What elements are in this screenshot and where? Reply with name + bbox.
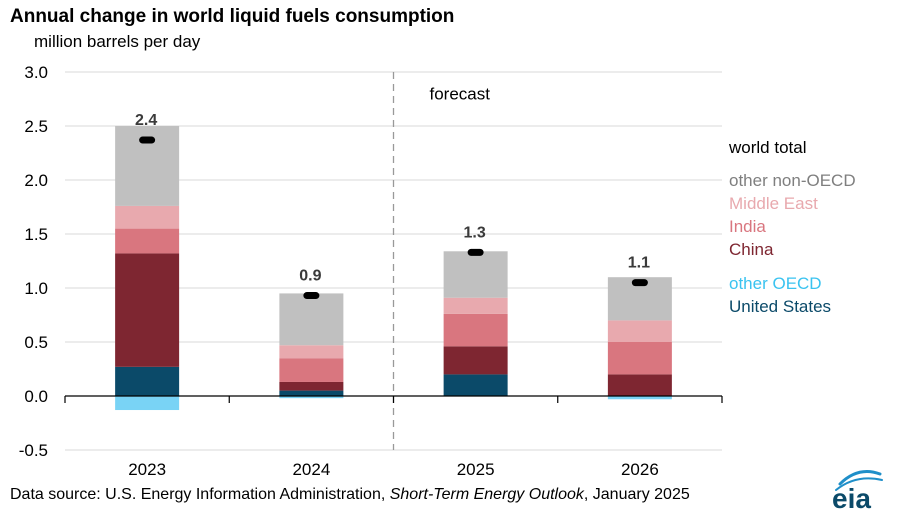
y-tick-label: 2.0 — [24, 171, 48, 190]
world-total-marker — [139, 136, 156, 144]
legend-item-middle-east: Middle East — [729, 194, 818, 213]
bar-segment-india — [115, 228, 180, 254]
data-source-note: Data source: U.S. Energy Information Adm… — [10, 486, 690, 504]
world-total-marker — [631, 279, 648, 287]
y-tick-label: 0.0 — [24, 387, 48, 406]
source-suffix: , January 2025 — [583, 486, 690, 503]
bar-segment-india — [443, 313, 508, 347]
source-publication: Short-Term Energy Outlook — [389, 486, 584, 503]
y-tick-label: 1.0 — [24, 279, 48, 298]
x-tick-label: 2023 — [128, 460, 166, 479]
bar-segment-india — [279, 358, 344, 382]
x-tick-label: 2025 — [457, 460, 495, 479]
chart-subtitle: million barrels per day — [34, 32, 201, 51]
bar-segment-middle-east — [607, 320, 672, 342]
bar-segment-china — [443, 346, 508, 375]
world-total-data-label: 1.3 — [464, 224, 486, 241]
x-tick-label: 2024 — [292, 460, 330, 479]
bar-segment-other-oecd — [279, 396, 344, 399]
chart-title: Annual change in world liquid fuels cons… — [10, 6, 455, 27]
bar-segment-middle-east — [279, 345, 344, 359]
bar-segment-other-non-oecd — [443, 251, 508, 298]
x-tick-label: 2026 — [621, 460, 659, 479]
y-tick-label: 2.5 — [24, 117, 48, 136]
logo-text: eia — [832, 483, 871, 512]
legend-item-other-oecd: other OECD — [729, 274, 822, 293]
world-total-marker — [467, 248, 484, 256]
world-total-data-label: 2.4 — [135, 112, 157, 129]
world-total-data-label: 0.9 — [299, 268, 321, 285]
bar-segment-china — [279, 381, 344, 391]
legend-item-china: China — [729, 240, 774, 259]
legend-item-united-states: United States — [729, 297, 831, 316]
bar-segment-united-states — [115, 366, 180, 396]
y-tick-label: 0.5 — [24, 333, 48, 352]
world-total-marker — [303, 292, 320, 300]
y-tick-label: 3.0 — [24, 63, 48, 82]
world-total-data-label: 1.1 — [628, 255, 650, 272]
eia-logo: eia — [832, 470, 883, 512]
bar-segment-other-oecd — [115, 396, 180, 411]
y-tick-label: -0.5 — [19, 441, 48, 460]
bar-segment-middle-east — [443, 297, 508, 314]
source-prefix: Data source: U.S. Energy Information Adm… — [10, 486, 390, 503]
bar-segment-united-states — [443, 374, 508, 396]
legend-item-other-non-oecd: other non-OECD — [729, 171, 856, 190]
forecast-label: forecast — [430, 85, 491, 104]
bar-segment-united-states — [279, 390, 344, 396]
legend-item-world-total: world total — [728, 138, 806, 157]
bar-segment-other-non-oecd — [279, 293, 344, 346]
legend-item-india: India — [729, 217, 766, 236]
bar-segment-india — [607, 342, 672, 375]
y-tick-label: 1.5 — [24, 225, 48, 244]
bar-segment-china — [607, 374, 672, 396]
bar-segment-middle-east — [115, 205, 180, 229]
bar-segment-other-oecd — [607, 396, 672, 400]
bar-segment-china — [115, 253, 180, 367]
